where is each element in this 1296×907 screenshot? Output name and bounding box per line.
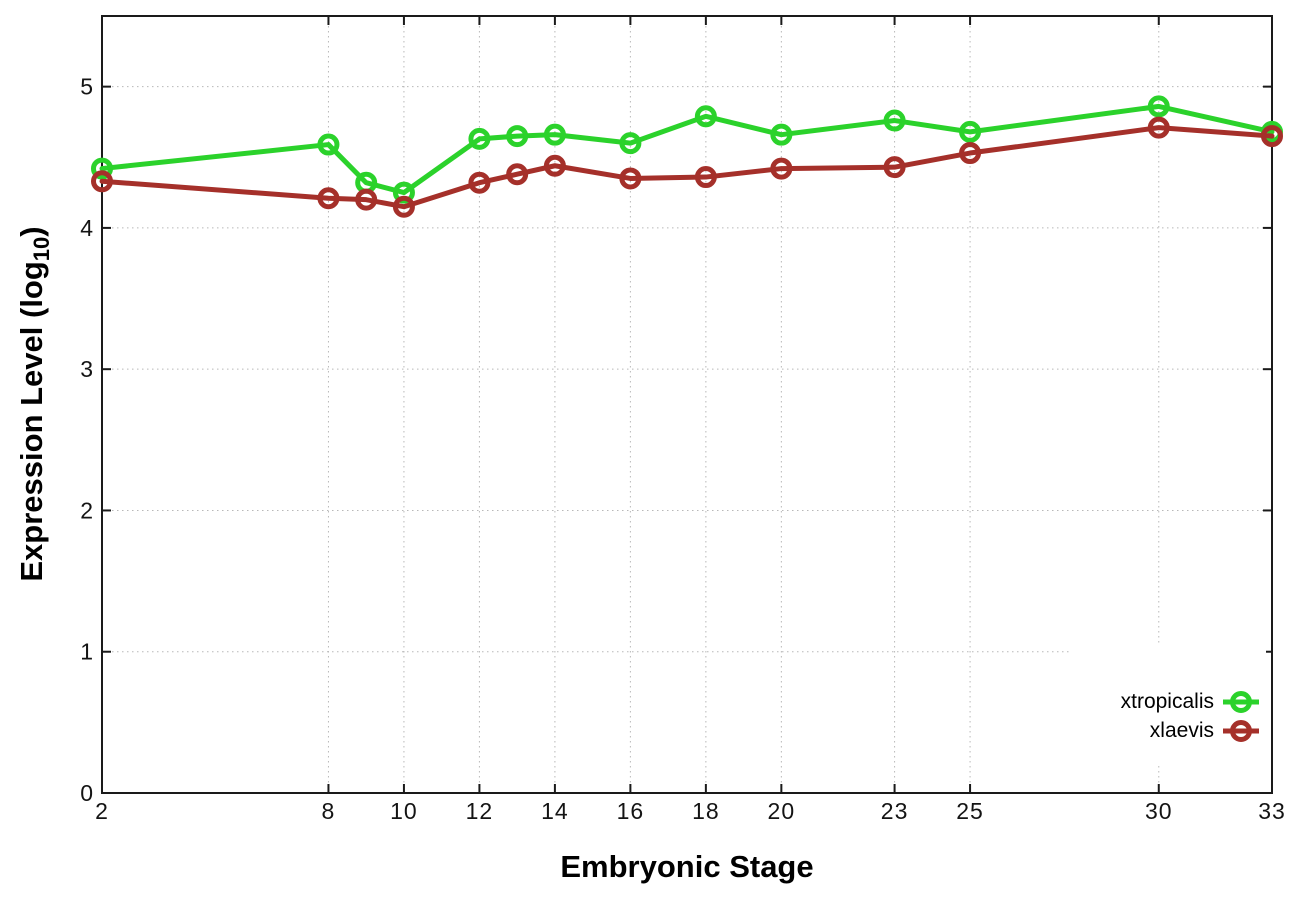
marker-xtropicalis-stage-8 xyxy=(317,133,340,156)
marker-xtropicalis-stage-18 xyxy=(694,105,717,128)
marker-xtropicalis-stage-10 xyxy=(392,181,415,204)
x-tick-label-8: 8 xyxy=(322,798,336,824)
marker-xtropicalis-stage-25 xyxy=(959,120,982,143)
x-tick-label-30: 30 xyxy=(1145,798,1173,824)
y-tick-label-4: 4 xyxy=(80,215,93,241)
marker-xlaevis-stage-8 xyxy=(317,187,340,210)
legend-label-xtropicalis: xtropicalis xyxy=(1120,690,1214,713)
y-tick-label-1: 1 xyxy=(80,639,93,665)
legend-marker-xtropicalis-icon xyxy=(1223,691,1259,713)
marker-xlaevis-stage-16 xyxy=(619,167,642,190)
legend-sample-circle-icon xyxy=(1230,720,1252,742)
legend-item-xtropicalis: xtropicalis xyxy=(1121,687,1260,717)
y-tick-label-5: 5 xyxy=(80,74,93,100)
marker-xlaevis-stage-2 xyxy=(91,170,113,193)
marker-xtropicalis-stage-23 xyxy=(883,109,906,132)
marker-xtropicalis-stage-2 xyxy=(91,157,113,180)
marker-xlaevis-stage-10 xyxy=(392,195,415,218)
x-tick-label-10: 10 xyxy=(390,798,418,824)
y-tick-label-3: 3 xyxy=(80,356,93,382)
marker-xlaevis-stage-25 xyxy=(959,142,982,165)
y-axis-title-subscript: 10 xyxy=(29,236,55,262)
marker-xlaevis-stage-14 xyxy=(543,154,566,177)
marker-xtropicalis-stage-12 xyxy=(468,127,491,150)
marker-xlaevis-stage-13 xyxy=(506,163,529,186)
y-axis-title: Expression Level (log10) xyxy=(12,0,55,811)
marker-xtropicalis-stage-14 xyxy=(543,123,566,146)
marker-xtropicalis-stage-20 xyxy=(770,123,793,146)
series-line-xlaevis xyxy=(99,125,1275,210)
legend-item-xlaevis: xlaevis xyxy=(1150,716,1260,746)
marker-xlaevis-stage-12 xyxy=(468,171,491,194)
x-tick-label-2: 2 xyxy=(95,798,109,824)
marker-xlaevis-stage-23 xyxy=(883,156,906,179)
x-tick-label-14: 14 xyxy=(541,798,569,824)
y-tick-label-2: 2 xyxy=(80,497,93,523)
marker-xlaevis-stage-30 xyxy=(1147,116,1170,139)
marker-xlaevis-stage-18 xyxy=(694,166,717,189)
legend: xtropicalis xlaevis xyxy=(1072,646,1266,763)
marker-xlaevis-stage-9 xyxy=(355,188,378,211)
y-axis-title-text: Expression Level (log xyxy=(14,261,49,582)
marker-xlaevis-stage-20 xyxy=(770,157,793,180)
x-tick-label-16: 16 xyxy=(617,798,645,824)
marker-xtropicalis-stage-30 xyxy=(1147,95,1170,118)
legend-sample-circle-icon xyxy=(1230,691,1252,713)
x-tick-label-12: 12 xyxy=(466,798,494,824)
marker-xlaevis-stage-33 xyxy=(1261,125,1283,148)
plot-border xyxy=(101,15,1273,794)
legend-marker-xlaevis-icon xyxy=(1223,720,1259,742)
x-tick-label-33: 33 xyxy=(1258,798,1286,824)
y-axis-title-suffix: ) xyxy=(14,226,49,237)
x-tick-label-20: 20 xyxy=(768,798,796,824)
x-tick-label-25: 25 xyxy=(956,798,984,824)
legend-label-xlaevis: xlaevis xyxy=(1149,719,1214,742)
y-tick-label-0: 0 xyxy=(80,780,93,806)
x-tick-label-23: 23 xyxy=(881,798,909,824)
x-tick-label-18: 18 xyxy=(692,798,720,824)
marker-xtropicalis-stage-16 xyxy=(619,132,642,155)
x-axis-title: Embryonic Stage xyxy=(560,849,814,884)
marker-xtropicalis-stage-13 xyxy=(506,125,529,148)
